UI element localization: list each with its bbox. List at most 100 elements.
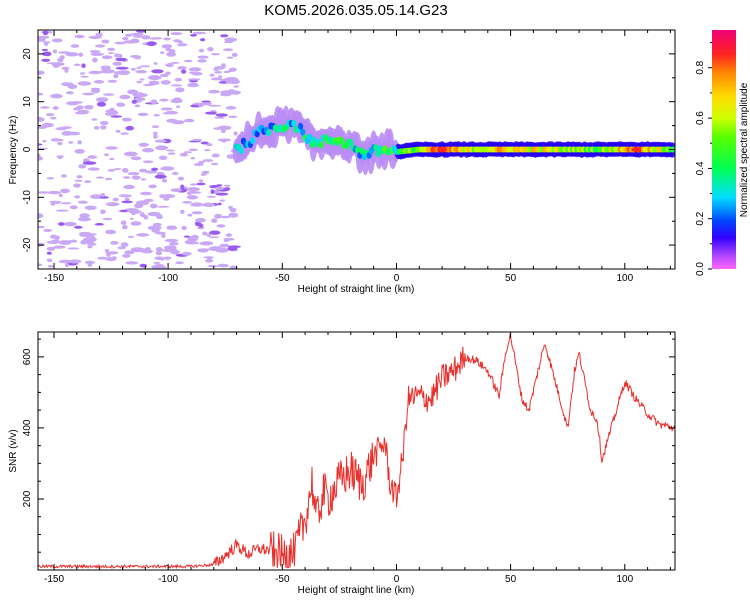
- noise-speck: [116, 102, 126, 107]
- noise-speck: [84, 260, 96, 265]
- noise-speck: [191, 211, 203, 215]
- signal-core: [291, 119, 297, 127]
- noise-speck: [155, 251, 163, 256]
- noise-speck: [131, 99, 137, 104]
- noise-speck: [209, 73, 215, 77]
- noise-speck: [42, 51, 52, 57]
- noise-speck: [223, 238, 230, 243]
- noise-speck: [110, 115, 123, 118]
- noise-speck: [165, 63, 174, 68]
- noise-speck: [130, 32, 144, 36]
- noise-speck: [123, 184, 135, 190]
- noise-speck: [82, 161, 97, 165]
- noise-speck: [38, 117, 45, 122]
- noise-speck: [214, 71, 223, 74]
- noise-speck: [133, 55, 142, 60]
- noise-speck: [158, 155, 168, 160]
- noise-speck: [155, 266, 162, 269]
- noise-speck: [77, 81, 92, 86]
- noise-speck: [160, 107, 173, 111]
- noise-speck: [77, 140, 82, 145]
- noise-speck: [107, 169, 115, 172]
- noise-speck: [175, 105, 181, 108]
- x-tick-label: -150: [44, 574, 64, 585]
- noise-speck: [127, 235, 135, 238]
- colorbar-tick-label: 0.4: [695, 161, 706, 175]
- noise-speck: [192, 31, 207, 35]
- noise-speck: [125, 125, 134, 131]
- noise-speck: [164, 238, 179, 243]
- noise-speck: [167, 152, 176, 155]
- snr-frame: [37, 331, 676, 571]
- noise-speck: [166, 51, 176, 57]
- signal-core: [359, 147, 365, 155]
- noise-speck: [120, 220, 127, 225]
- noise-speck: [41, 58, 51, 62]
- noise-speck: [74, 195, 81, 199]
- x-tick-label: 50: [505, 273, 517, 284]
- noise-speck: [163, 197, 170, 201]
- noise-speck: [115, 57, 127, 62]
- noise-speck: [115, 66, 129, 70]
- noise-speck: [207, 47, 214, 52]
- noise-speck: [91, 118, 98, 121]
- noise-speck: [95, 32, 103, 37]
- noise-speck: [46, 258, 53, 263]
- y-tick-label: 20: [22, 48, 33, 60]
- noise-speck: [90, 88, 101, 94]
- noise-speck: [209, 230, 221, 235]
- noise-speck: [137, 112, 149, 117]
- noise-speck: [100, 69, 115, 74]
- noise-speck: [151, 69, 164, 74]
- noise-speck: [105, 251, 119, 255]
- noise-speck: [88, 70, 102, 75]
- noise-speck: [101, 55, 113, 60]
- noise-speck: [139, 65, 151, 68]
- noise-speck: [203, 256, 215, 259]
- spectrogram-ylabel: Frequency (Hz): [8, 116, 19, 185]
- noise-speck: [183, 151, 193, 154]
- noise-speck: [46, 177, 55, 180]
- noise-speck: [78, 216, 91, 222]
- noise-speck: [100, 209, 106, 215]
- noise-speck: [43, 228, 53, 232]
- noise-speck: [208, 236, 220, 239]
- noise-speck: [103, 93, 115, 96]
- noise-speck: [95, 44, 106, 48]
- noise-speck: [113, 168, 122, 171]
- noise-speck: [82, 92, 95, 96]
- noise-speck: [110, 241, 119, 245]
- noise-speck: [73, 63, 81, 66]
- noise-speck: [211, 162, 219, 166]
- noise-speck: [61, 174, 67, 178]
- noise-speck: [188, 78, 201, 81]
- noise-speck: [189, 190, 198, 194]
- noise-speck: [151, 125, 159, 129]
- noise-speck: [192, 138, 203, 142]
- noise-speck: [74, 149, 85, 154]
- noise-speck: [53, 245, 66, 249]
- noise-speck: [122, 168, 129, 173]
- noise-speck: [188, 67, 202, 72]
- noise-speck: [127, 172, 140, 176]
- noise-speck: [134, 203, 144, 209]
- noise-speck: [68, 141, 74, 144]
- noise-speck: [195, 218, 206, 223]
- noise-speck: [177, 40, 183, 44]
- noise-speck: [199, 38, 206, 42]
- noise-speck: [217, 138, 232, 142]
- noise-speck: [197, 249, 209, 253]
- noise-speck: [139, 191, 152, 196]
- noise-speck: [107, 47, 116, 52]
- noise-speck: [159, 98, 169, 102]
- noise-speck: [144, 170, 158, 174]
- noise-speck: [206, 195, 217, 198]
- noise-speck: [47, 190, 62, 195]
- noise-speck: [153, 134, 158, 139]
- noise-speck: [170, 249, 180, 255]
- noise-speck: [220, 90, 234, 95]
- noise-speck: [86, 242, 97, 246]
- y-tick-label: -10: [22, 190, 33, 205]
- colorbar-gradient: [712, 30, 736, 269]
- noise-speck: [46, 251, 52, 255]
